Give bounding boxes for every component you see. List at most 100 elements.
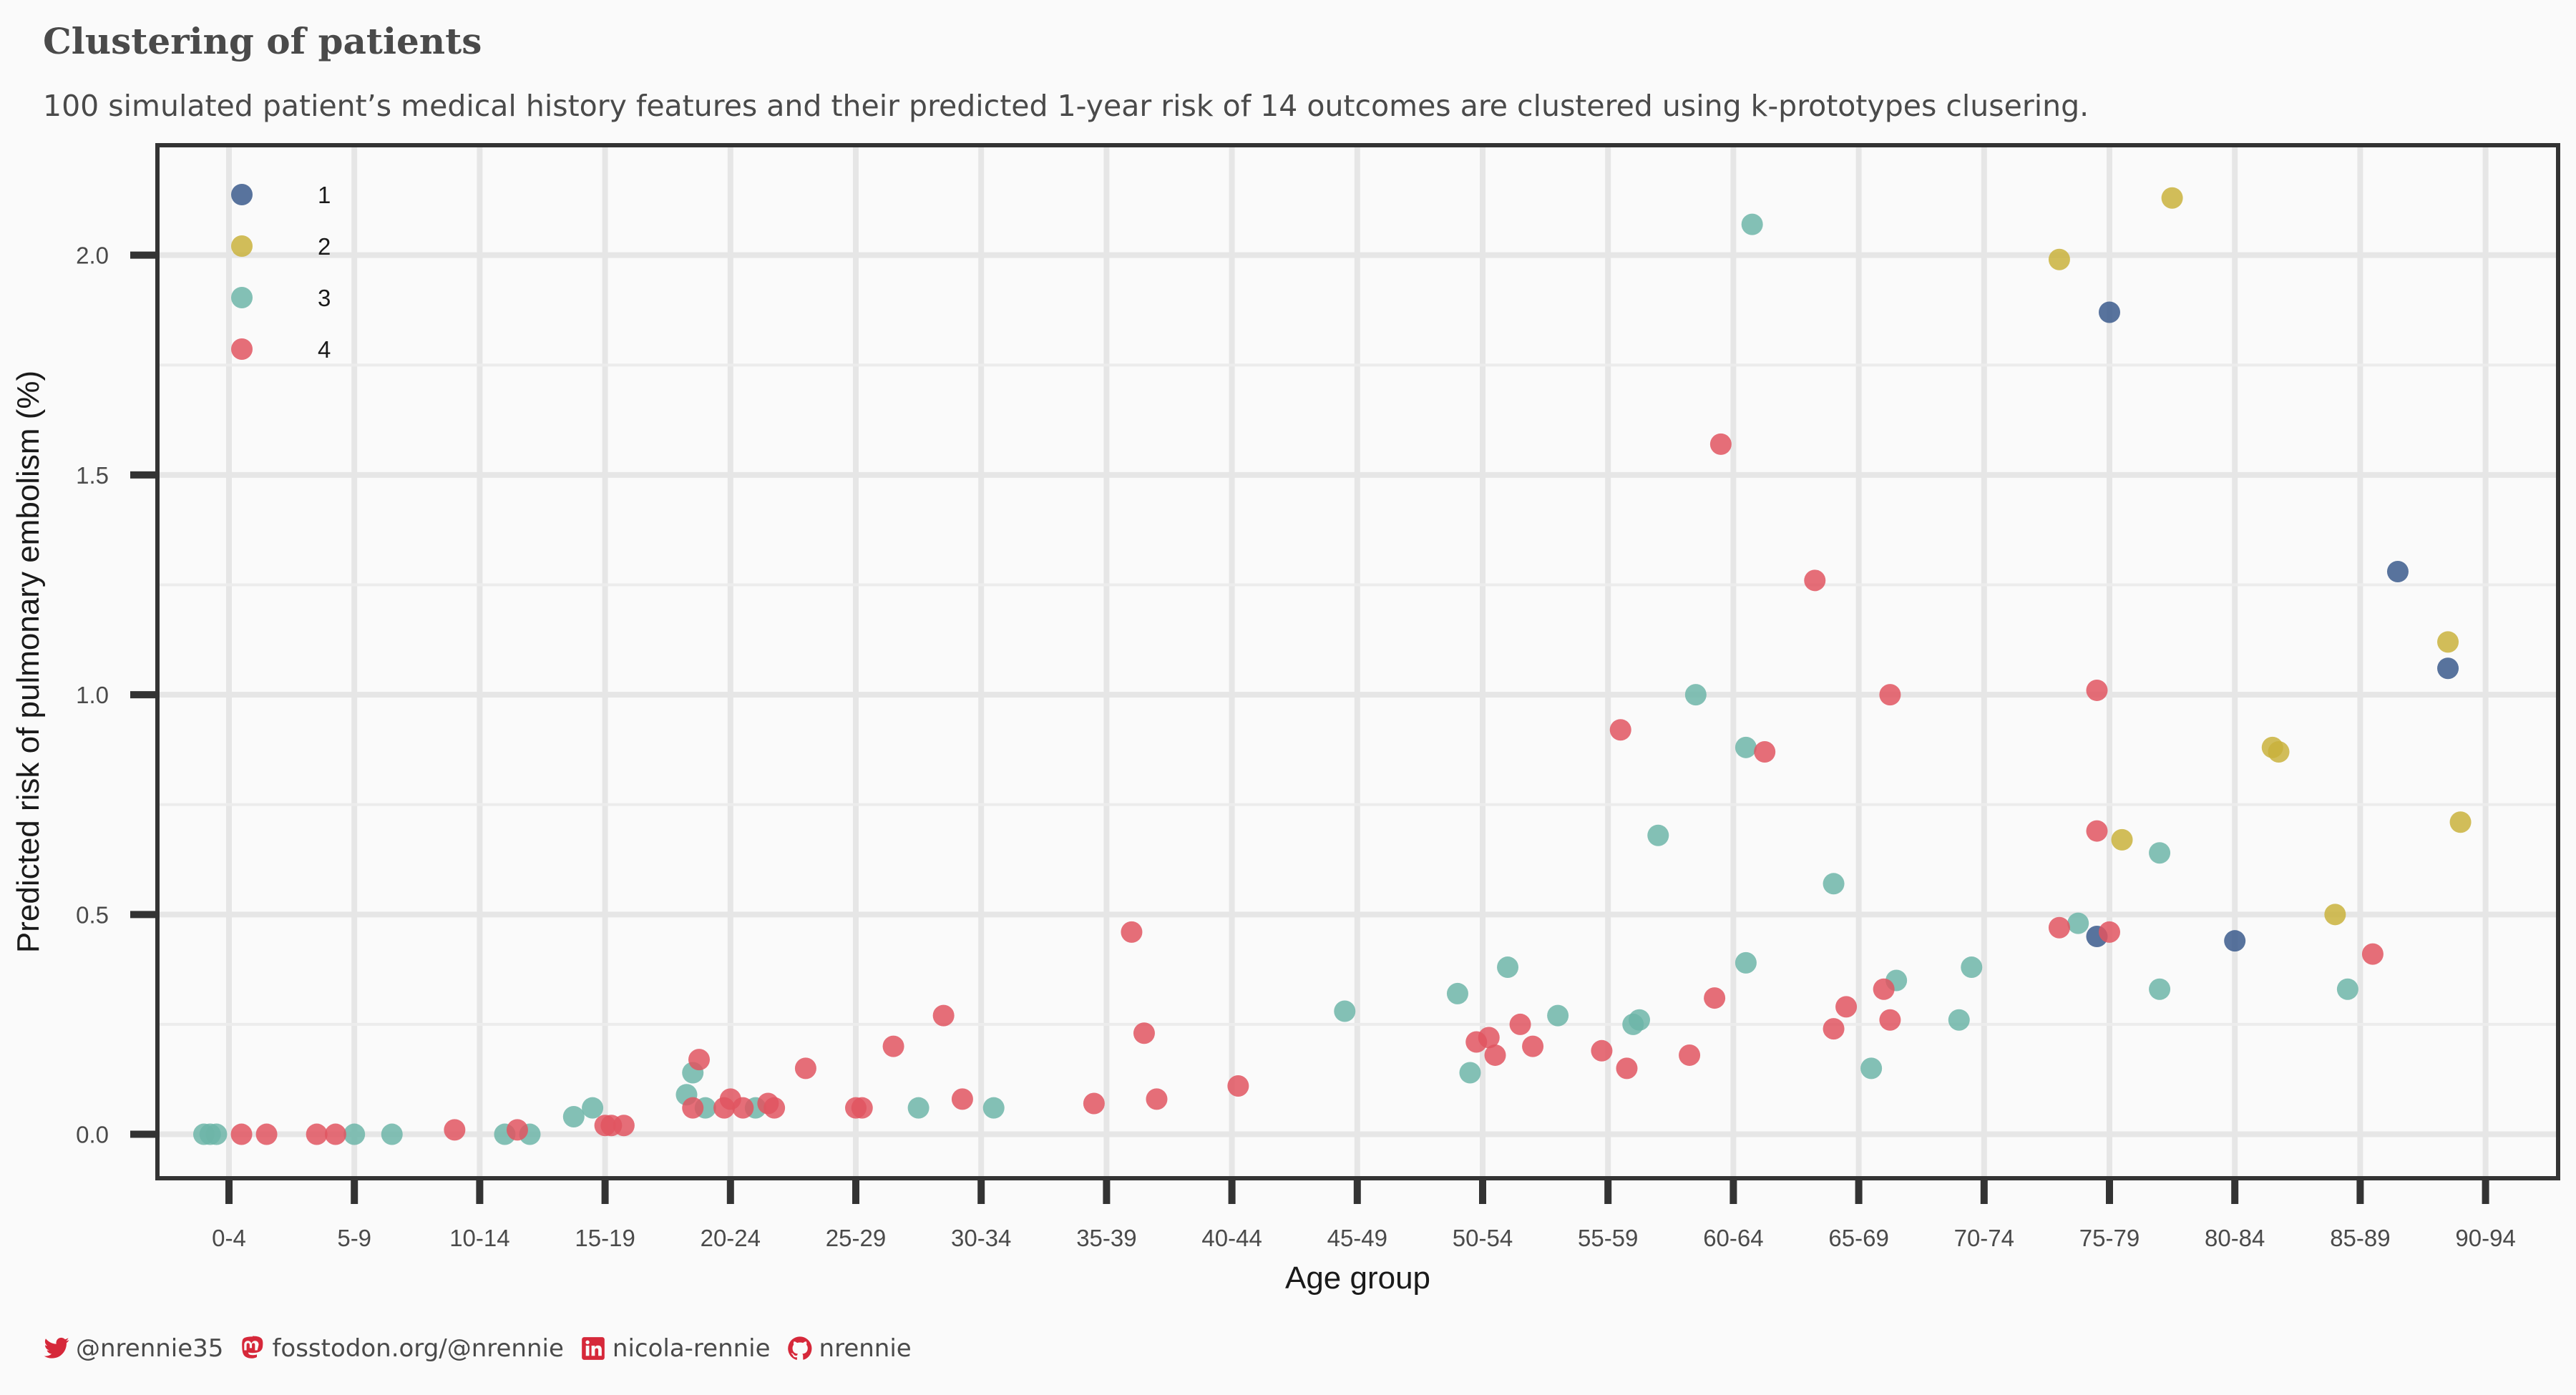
point-cluster-4 [1227, 1075, 1249, 1097]
point-cluster-3 [2067, 912, 2089, 934]
axes: 0.0 0.5 1.0 1.5 2.0 0-4 5-9 10-14 15-19 20-24 25-2… [76, 243, 2516, 1251]
point-cluster-4 [324, 1123, 346, 1145]
y-tick-label: 0.0 [76, 1122, 109, 1148]
point-cluster-4 [763, 1097, 786, 1119]
point-cluster-4 [794, 1057, 816, 1080]
point-cluster-4 [1478, 1027, 1500, 1049]
footer-item-twitter[interactable]: @nrennie35 [43, 1334, 223, 1363]
x-tick-label: 55-59 [1578, 1225, 1638, 1251]
y-axis-label: Predicted risk of pulmonary embolism (%) [11, 371, 46, 953]
x-tick-label: 5-9 [337, 1225, 371, 1251]
data-points [192, 187, 2472, 1145]
grid-lines [157, 145, 2558, 1178]
point-cluster-4 [1133, 1022, 1155, 1044]
point-cluster-3 [1459, 1062, 1481, 1084]
point-cluster-4 [932, 1004, 955, 1027]
point-cluster-2 [2268, 740, 2290, 763]
point-cluster-4 [1591, 1039, 1613, 1062]
point-cluster-3 [381, 1123, 403, 1145]
x-tick-label: 60-64 [1703, 1225, 1763, 1251]
footer-mastodon-handle: fosstodon.org/@nrennie [272, 1334, 564, 1363]
point-cluster-3 [1735, 951, 1757, 974]
point-cluster-2 [2161, 187, 2183, 209]
point-cluster-2 [2048, 248, 2070, 270]
footer-item-mastodon[interactable]: fosstodon.org/@nrennie [239, 1334, 564, 1363]
x-tick-label: 65-69 [1828, 1225, 1888, 1251]
legend-label-2: 2 [318, 233, 331, 260]
point-cluster-4 [1146, 1088, 1168, 1110]
point-cluster-3 [343, 1123, 366, 1145]
point-cluster-4 [506, 1119, 528, 1141]
linkedin-icon [582, 1337, 605, 1360]
point-cluster-4 [882, 1035, 904, 1057]
point-cluster-4 [851, 1097, 873, 1119]
social-footer: @nrennie35 fosstodon.org/@nrennie nicola… [43, 1334, 927, 1363]
point-cluster-3 [982, 1097, 1005, 1119]
point-cluster-4 [1484, 1044, 1506, 1066]
footer-item-linkedin[interactable]: nicola-rennie [580, 1334, 771, 1363]
x-tick-label: 70-74 [1954, 1225, 2014, 1251]
point-cluster-3 [1497, 956, 1519, 979]
chart-title: Clustering of patients [43, 20, 482, 62]
mastodon-icon [242, 1336, 263, 1359]
legend-key-4 [231, 338, 253, 360]
x-tick-label: 75-79 [2079, 1225, 2140, 1251]
footer-item-github[interactable]: nrennie [786, 1334, 912, 1363]
x-tick-label: 0-4 [212, 1225, 246, 1251]
point-cluster-1 [2099, 301, 2120, 323]
x-tick-label: 45-49 [1327, 1225, 1387, 1251]
twitter-icon [44, 1337, 69, 1359]
point-cluster-3 [907, 1097, 930, 1119]
x-tick-label: 15-19 [575, 1225, 635, 1251]
point-cluster-3 [1823, 873, 1845, 895]
point-cluster-4 [1835, 996, 1858, 1018]
y-tick-label: 1.0 [76, 682, 109, 708]
chart-subtitle: 100 simulated patient’s medical history … [43, 89, 2089, 123]
point-cluster-4 [255, 1123, 278, 1145]
point-cluster-4 [1509, 1013, 1531, 1035]
point-cluster-3 [2336, 978, 2358, 1000]
point-cluster-4 [230, 1123, 253, 1145]
point-cluster-4 [682, 1097, 704, 1119]
point-cluster-4 [1083, 1092, 1105, 1115]
point-cluster-4 [1823, 1018, 1845, 1040]
point-cluster-4 [2361, 943, 2384, 965]
point-cluster-3 [1735, 736, 1757, 758]
y-tick-label: 2.0 [76, 243, 109, 269]
point-cluster-4 [2086, 820, 2108, 842]
point-cluster-2 [2449, 811, 2472, 833]
x-tick-label: 90-94 [2455, 1225, 2515, 1251]
legend-label-1: 1 [318, 182, 331, 208]
footer-linkedin-handle: nicola-rennie [612, 1334, 771, 1363]
point-cluster-3 [1446, 982, 1468, 1004]
point-cluster-4 [1709, 433, 1732, 455]
point-cluster-4 [1121, 921, 1143, 943]
x-tick-label: 35-39 [1076, 1225, 1136, 1251]
point-cluster-4 [1522, 1035, 1544, 1057]
point-cluster-4 [2048, 916, 2070, 939]
point-cluster-4 [1879, 684, 1901, 706]
legend-label-3: 3 [318, 285, 331, 311]
point-cluster-4 [1609, 719, 1631, 741]
point-cluster-3 [1547, 1004, 1569, 1027]
y-tick-label: 0.5 [76, 901, 109, 928]
point-cluster-3 [1334, 1000, 1356, 1022]
point-cluster-4 [1804, 569, 1826, 592]
x-tick-label: 20-24 [701, 1225, 761, 1251]
x-tick-label: 30-34 [951, 1225, 1011, 1251]
point-cluster-4 [306, 1123, 328, 1145]
point-cluster-3 [2149, 842, 2171, 864]
y-tick-label: 1.5 [76, 462, 109, 489]
point-cluster-3 [582, 1097, 604, 1119]
point-cluster-4 [1873, 978, 1895, 1000]
x-tick-label: 10-14 [449, 1225, 509, 1251]
point-cluster-3 [1961, 956, 1983, 979]
point-cluster-3 [205, 1123, 228, 1145]
legend-key-1 [231, 184, 253, 205]
point-cluster-3 [1948, 1009, 1970, 1031]
point-cluster-4 [444, 1119, 466, 1141]
x-tick-label: 25-29 [826, 1225, 886, 1251]
x-tick-label: 85-89 [2330, 1225, 2390, 1251]
point-cluster-3 [562, 1105, 585, 1127]
legend-key-2 [231, 235, 253, 257]
